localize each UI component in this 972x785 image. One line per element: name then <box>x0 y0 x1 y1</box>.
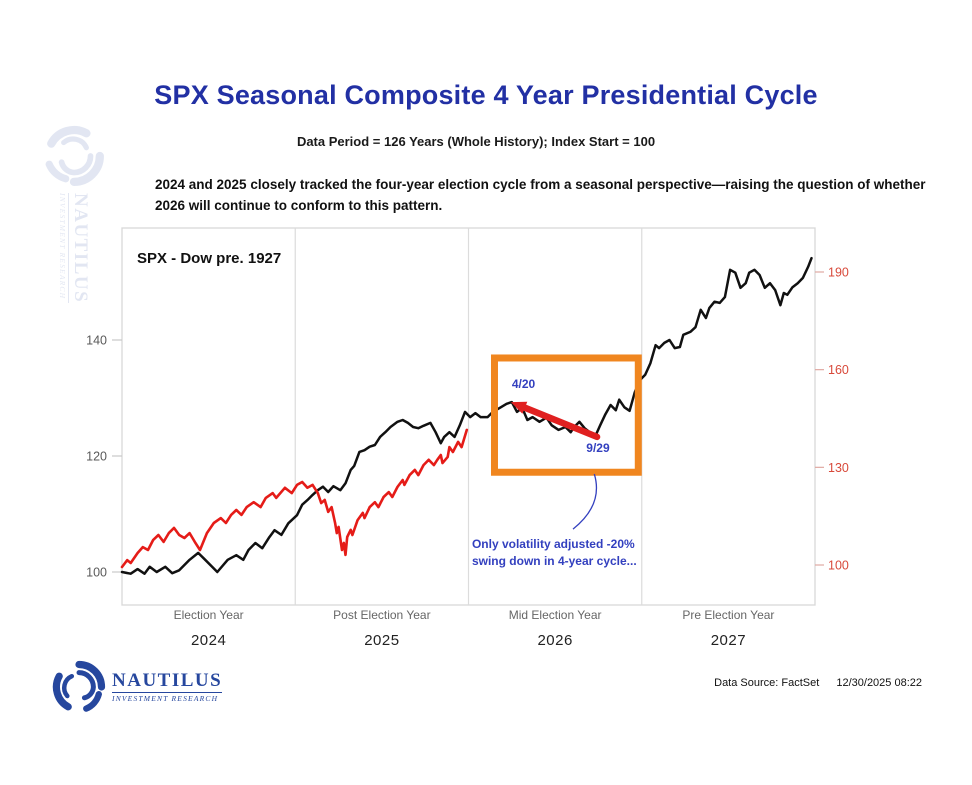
left-axis-tick-label: 120 <box>86 450 107 464</box>
decline-arrow-head <box>510 401 528 414</box>
series-seasonal-composite <box>120 256 813 575</box>
annotation-note-line2: swing down in 4-year cycle... <box>471 553 637 568</box>
commentary-text: 2024 and 2025 closely tracked the four-y… <box>155 177 926 213</box>
x-year-label: 2024 <box>190 632 227 649</box>
right-axis-tick-label: 100 <box>828 559 849 573</box>
right-axis-tick-label: 160 <box>828 363 849 377</box>
nautilus-shell-icon <box>45 125 104 186</box>
series-legend-label: SPX - Dow pre. 1927 <box>137 250 282 267</box>
series-actual-2024-2025 <box>120 428 469 569</box>
annotation-trough-date: 9/29 <box>586 440 610 455</box>
x-section-label: Election Year <box>173 608 244 622</box>
note-leader-line <box>572 473 598 530</box>
annotation-note: Only volatility adjusted -20% swing down… <box>472 536 672 570</box>
right-axis-tick-label: 130 <box>828 461 849 475</box>
right-axis-tick-label: 190 <box>828 265 849 279</box>
left-axis-tick-label: 140 <box>86 334 107 348</box>
x-year-label: 2026 <box>537 632 573 649</box>
nautilus-logo: NAUTILUS INVESTMENT RESEARCH <box>52 660 223 714</box>
x-year-label: 2025 <box>364 632 400 649</box>
annotation-note-line1: Only volatility adjusted -20% <box>471 537 635 552</box>
decline-arrow-shaft <box>521 404 601 441</box>
x-section-label: Post Election Year <box>333 608 431 622</box>
highlight-box <box>490 354 642 476</box>
logo-name: NAUTILUS <box>112 670 223 691</box>
nautilus-watermark: NAUTILUS INVESTMENT RESEARCH <box>43 125 105 304</box>
timestamp-text: 12/30/2025 08:22 <box>836 677 922 689</box>
x-section-label: Pre Election Year <box>682 608 775 622</box>
nautilus-shell-icon <box>52 660 106 712</box>
logo-tagline: INVESTMENT RESEARCH <box>112 692 223 703</box>
data-source-line: Data Source: FactSet 12/30/2025 08:22 <box>714 677 922 689</box>
page-title: SPX Seasonal Composite 4 Year Presidenti… <box>154 80 818 110</box>
chart-subtitle: Data Period = 126 Years (Whole History);… <box>296 134 656 149</box>
x-section-label: Mid Election Year <box>508 608 602 622</box>
left-axis-tick-label: 100 <box>86 566 107 580</box>
annotation-peak-date: 4/20 <box>511 376 536 391</box>
x-year-label: 2027 <box>710 632 747 649</box>
data-source-text: Data Source: FactSet <box>714 677 820 689</box>
